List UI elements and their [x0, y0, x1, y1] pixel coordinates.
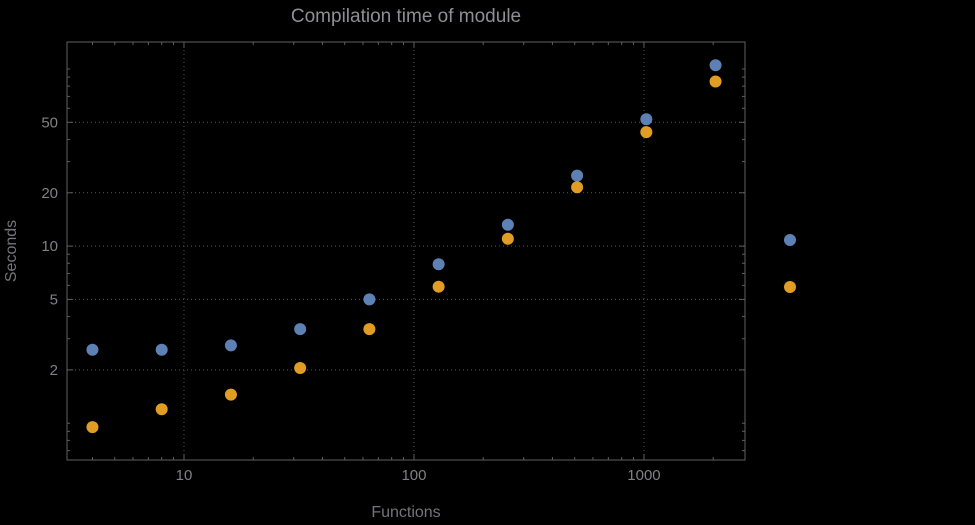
frame-layer — [66, 41, 746, 461]
chart-title: Compilation time of module — [291, 6, 521, 27]
data-point-series-2 — [432, 280, 445, 293]
data-point-series-2 — [363, 323, 376, 336]
y-tick-label: 50 — [41, 114, 58, 131]
data-point-series-1 — [86, 343, 99, 356]
x-tick-label: 100 — [401, 467, 426, 484]
y-tick-label: 10 — [41, 238, 58, 255]
data-point-series-1 — [224, 339, 237, 352]
points-layer — [86, 59, 722, 434]
x-tick-label: 10 — [176, 467, 193, 484]
data-point-series-1 — [363, 293, 376, 306]
data-point-series-2 — [224, 388, 237, 401]
y-tick-label: 5 — [50, 291, 58, 308]
x-tick-label: 1000 — [627, 467, 660, 484]
data-point-series-1 — [501, 218, 514, 231]
data-point-series-2 — [709, 75, 722, 88]
plot-frame — [66, 41, 746, 461]
x-axis-label: Functions — [371, 504, 440, 521]
y-tick-label: 2 — [50, 362, 58, 379]
data-point-series-1 — [294, 323, 307, 336]
data-point-series-2 — [501, 232, 514, 245]
legend-layer — [784, 234, 796, 293]
data-point-series-1 — [709, 59, 722, 72]
data-point-series-2 — [571, 181, 584, 194]
data-point-series-1 — [155, 343, 168, 356]
data-point-series-2 — [640, 126, 653, 139]
ticks-layer: 10 100 1000 2 5 10 20 50 — [41, 42, 745, 484]
data-point-series-1 — [432, 258, 445, 271]
data-point-series-2 — [86, 421, 99, 434]
data-point-series-2 — [294, 362, 307, 375]
data-point-series-1 — [640, 113, 653, 126]
data-point-series-1 — [571, 169, 584, 182]
gridlines-layer — [67, 42, 745, 460]
y-tick-label: 20 — [41, 185, 58, 202]
legend-marker-series-1 — [784, 234, 796, 246]
legend-marker-series-2 — [784, 281, 796, 293]
y-axis-label: Seconds — [3, 220, 20, 282]
data-point-series-2 — [155, 403, 168, 416]
